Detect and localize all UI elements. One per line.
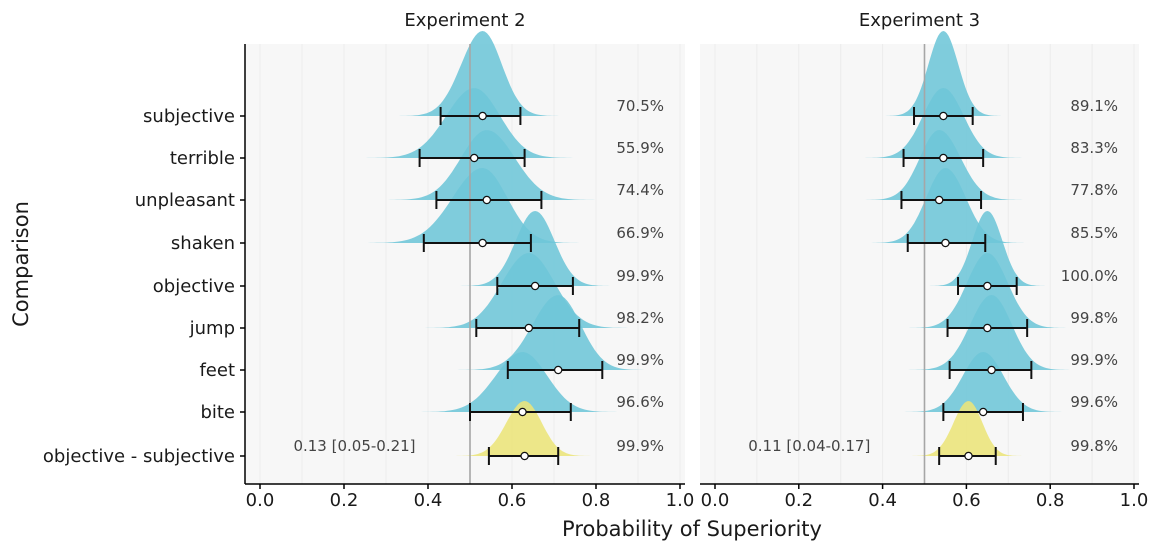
median-point	[978, 407, 988, 417]
median-point	[482, 195, 491, 205]
density-ridge	[384, 31, 571, 116]
x-tick-label: 0.0	[701, 490, 730, 511]
density-ridge	[400, 352, 635, 412]
median-point	[520, 451, 529, 461]
x-axis-label: Probability of Superiority	[562, 517, 822, 541]
probability-label: 70.5%	[616, 97, 664, 115]
probability-label: 99.9%	[616, 351, 664, 369]
x-tick-label: 0.4	[868, 490, 897, 511]
axes-layer: 0.0 0.2 0.4 0.6 0.8 1.0 0.0 0.2 0.4 0.6 0.8 1.0 subj…	[43, 44, 1148, 511]
y-tick-label: jump	[189, 318, 235, 339]
y-tick-label: terrible	[170, 148, 235, 169]
contrast-annotation: 0.11 [0.04-0.17]	[748, 437, 870, 455]
density-ridge	[857, 168, 1039, 243]
density-ridge	[894, 253, 1080, 328]
y-tick-label: unpleasant	[135, 190, 235, 211]
x-tick-label: 0.4	[414, 490, 443, 511]
x-tick-label: 0.8	[1036, 490, 1065, 511]
median-point	[470, 153, 479, 163]
intervals-layer	[418, 107, 1033, 465]
y-tick-label: objective	[153, 276, 235, 297]
probability-label: 100.0%	[1061, 267, 1118, 285]
x-tick-label: 0.6	[498, 490, 527, 511]
x-tick-label: 0.6	[952, 490, 981, 511]
probability-label: 89.1%	[1070, 97, 1118, 115]
probability-label: 98.2%	[616, 309, 664, 327]
median-point	[518, 407, 527, 417]
density-ridge	[890, 352, 1076, 412]
probability-label: 99.8%	[1070, 437, 1118, 455]
panel-title: Experiment 3	[859, 10, 980, 31]
probability-label: 99.9%	[1070, 351, 1118, 369]
x-tick-label: 0.2	[330, 490, 359, 511]
labels-layer: 70.5% 55.9% 74.4% 66.9% 99.9% 98.2% 99.9% 96.6%…	[293, 97, 1118, 455]
density-ridge	[850, 88, 1036, 158]
median-point	[478, 238, 487, 248]
probability-label: 99.9%	[616, 267, 664, 285]
median-point	[530, 281, 540, 291]
probability-label: 99.9%	[616, 437, 664, 455]
density-ridge	[447, 211, 623, 286]
y-axis-label: Comparison	[9, 201, 33, 327]
density-ridge	[441, 401, 603, 456]
y-tick-label: feet	[199, 360, 235, 381]
median-point	[478, 111, 487, 121]
panel-background	[700, 44, 1139, 484]
density-ridge	[875, 31, 1012, 116]
x-tick-label: 0.0	[246, 490, 275, 511]
median-point	[939, 111, 948, 121]
panel-title: Experiment 2	[404, 10, 525, 31]
x-tick-label: 0.8	[582, 490, 611, 511]
y-tick-label: subjective	[143, 106, 235, 127]
density-ridge	[369, 130, 614, 200]
median-point	[524, 323, 534, 333]
y-tick-label: bite	[200, 402, 235, 423]
probability-label: 85.5%	[1070, 224, 1118, 242]
density-ridge	[851, 130, 1037, 200]
probability-label: 77.8%	[1070, 181, 1118, 199]
x-tick-label: 1.0	[666, 490, 695, 511]
contrast-annotation: 0.13 [0.05-0.21]	[293, 437, 415, 455]
median-point	[983, 281, 992, 291]
panel-experiment-3: Experiment 3	[700, 10, 1139, 484]
probability-label: 74.4%	[616, 181, 664, 199]
median-point	[987, 365, 996, 375]
probability-label: 99.6%	[1070, 393, 1118, 411]
density-ridge	[900, 401, 1032, 456]
median-point	[554, 365, 563, 375]
y-tick-label: objective - subjective	[43, 446, 235, 467]
density-ridge	[440, 295, 661, 370]
y-tick-label: shaken	[171, 233, 235, 254]
median-point	[941, 238, 950, 248]
density-ridge	[919, 211, 1056, 286]
probability-label: 83.3%	[1070, 139, 1118, 157]
x-tick-label: 0.2	[784, 490, 813, 511]
median-point	[934, 195, 944, 205]
median-point	[964, 451, 973, 461]
median-point	[983, 323, 992, 333]
density-ridge	[406, 253, 647, 328]
probability-label: 99.8%	[1070, 309, 1118, 327]
x-tick-label: 1.0	[1120, 490, 1149, 511]
probability-label: 66.9%	[616, 224, 664, 242]
probability-label: 96.6%	[616, 393, 664, 411]
probability-label: 55.9%	[616, 139, 664, 157]
median-point	[939, 153, 948, 163]
density-ridge	[894, 295, 1085, 370]
